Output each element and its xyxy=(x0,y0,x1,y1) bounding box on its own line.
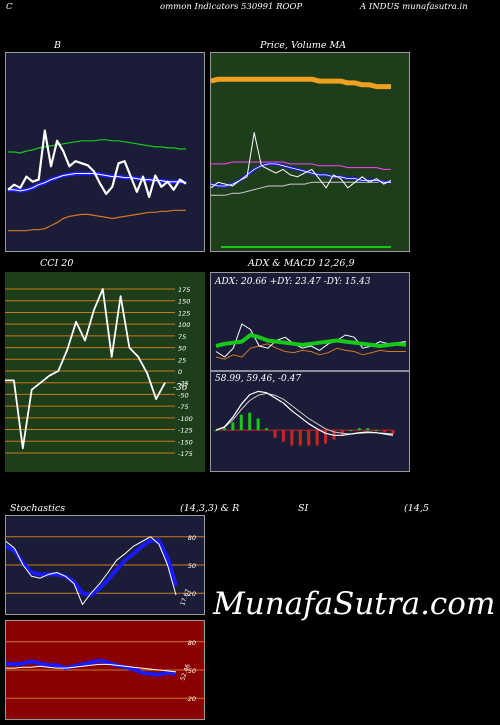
macd-readout: 58.99, 59.46, -0.47 xyxy=(215,374,302,384)
boll-middle-band xyxy=(8,173,187,192)
cci-title: CCI 20 xyxy=(40,258,74,269)
macd-histogram-bar xyxy=(366,428,370,431)
stoch-tick-label: 20 xyxy=(188,590,196,598)
adx-macd-panel: ADX: 20.66 +DY: 23.47 -DY: 15.43 58.99, … xyxy=(210,272,410,472)
cci-tick-label: -150 xyxy=(178,438,193,446)
macd-histogram-bar xyxy=(324,430,328,444)
macd-histogram-bar xyxy=(374,430,378,432)
boll-upper-band xyxy=(8,139,186,154)
cci-tick-label: -75 xyxy=(178,403,189,411)
bollinger-panel xyxy=(5,52,205,252)
stoch-tick-label: 50 xyxy=(188,562,196,570)
rsi-tick-label: 80 xyxy=(188,639,196,647)
macd-histogram-bar xyxy=(273,430,277,438)
cci-tick-label: 100 xyxy=(178,321,190,329)
adx-readout: ADX: 20.66 +DY: 23.47 -DY: 15.43 xyxy=(215,277,371,287)
stochastics-params: (14,3,3) & R xyxy=(180,503,240,514)
cci-tick-label: -100 xyxy=(178,415,193,423)
macd-histogram-bar xyxy=(383,430,387,433)
header-center: ommon Indicators 530991 ROOP xyxy=(160,2,303,12)
rsi-title: SI xyxy=(298,503,309,514)
adx-minus-dy xyxy=(215,343,406,360)
ma-grey-line xyxy=(211,181,391,196)
price-line xyxy=(211,132,392,189)
ma-pink-line xyxy=(211,161,391,170)
header-right: A INDUS munafasutra.in xyxy=(360,2,468,12)
stochastics-panel: 80 50 20 17.67 xyxy=(5,515,205,615)
adx-macd-title: ADX & MACD 12,26,9 xyxy=(248,258,355,269)
macd-histogram-bar xyxy=(222,428,226,431)
header-left: C xyxy=(6,2,13,12)
rsi-tick-label: 20 xyxy=(188,695,196,703)
rsi-params: (14,5 xyxy=(404,503,429,514)
rsi-blue-line xyxy=(6,658,177,677)
macd-histogram-bar xyxy=(307,430,311,446)
macd-histogram-bar xyxy=(349,430,353,432)
cci-tick-label: 50 xyxy=(178,345,186,353)
price-ma-chart xyxy=(211,76,392,248)
cci-tick-label: -50 xyxy=(178,391,189,399)
macd-histogram-bar xyxy=(231,422,235,431)
adx-line xyxy=(215,333,407,348)
macd-histogram-bar xyxy=(298,430,302,446)
stoch-tick-label: 80 xyxy=(188,534,196,542)
macd-histogram-bar xyxy=(315,430,319,446)
cci-panel: 175 150 125 100 75 50 25 0 -25 -50 -75 -100 -125 -150… xyxy=(5,272,205,472)
macd-histogram-bar xyxy=(256,418,260,431)
macd-histogram-bar xyxy=(290,430,294,446)
watermark: MunafaSutra.com xyxy=(213,586,496,622)
stochastics-title: Stochastics xyxy=(10,503,66,514)
price-ma-title: Price, Volume MA xyxy=(260,40,347,51)
boll-lower-band xyxy=(8,209,186,232)
cci-tick-label: 25 xyxy=(178,356,186,364)
boll-price-line xyxy=(7,129,187,199)
cci-tick-label: 150 xyxy=(178,298,190,306)
macd-histogram-bar xyxy=(357,428,361,431)
stoch-k-line xyxy=(6,536,177,605)
cci-chart: 175 150 125 100 75 50 25 0 -25 -50 -75 -100 -125 -150… xyxy=(5,286,193,458)
cci-tick-label: -175 xyxy=(178,450,193,458)
adx-macd-chart xyxy=(211,323,409,446)
cci-tick-label: 75 xyxy=(178,333,186,341)
macd-histogram-bar xyxy=(214,430,218,432)
cci-tick-label: 0 xyxy=(178,368,182,376)
cci-tick-label: 175 xyxy=(178,286,190,294)
cci-tick-label: -125 xyxy=(178,427,193,435)
macd-histogram-bar xyxy=(248,412,252,431)
macd-histogram-bar xyxy=(265,428,269,431)
cci-last-value: -36 xyxy=(173,383,188,393)
bollinger-title: B xyxy=(54,40,61,51)
macd-histogram-bar xyxy=(281,430,285,442)
rsi-tick-label: 50 xyxy=(188,667,196,675)
cci-tick-label: -25 xyxy=(178,380,189,388)
stoch-d-line xyxy=(6,538,178,598)
rsi-line xyxy=(6,663,177,673)
macd-line xyxy=(215,390,394,436)
bollinger-chart xyxy=(7,129,187,232)
cci-tick-label: 125 xyxy=(178,309,190,317)
rsi-panel: 80 50 20 52.46 xyxy=(5,620,205,720)
macd-signal-line xyxy=(215,392,394,435)
ma-orange-band xyxy=(211,76,391,90)
price-ma-panel xyxy=(210,52,410,252)
macd-histogram-bar xyxy=(239,414,243,431)
macd-histogram-bar xyxy=(391,430,395,434)
cci-line xyxy=(5,288,166,450)
